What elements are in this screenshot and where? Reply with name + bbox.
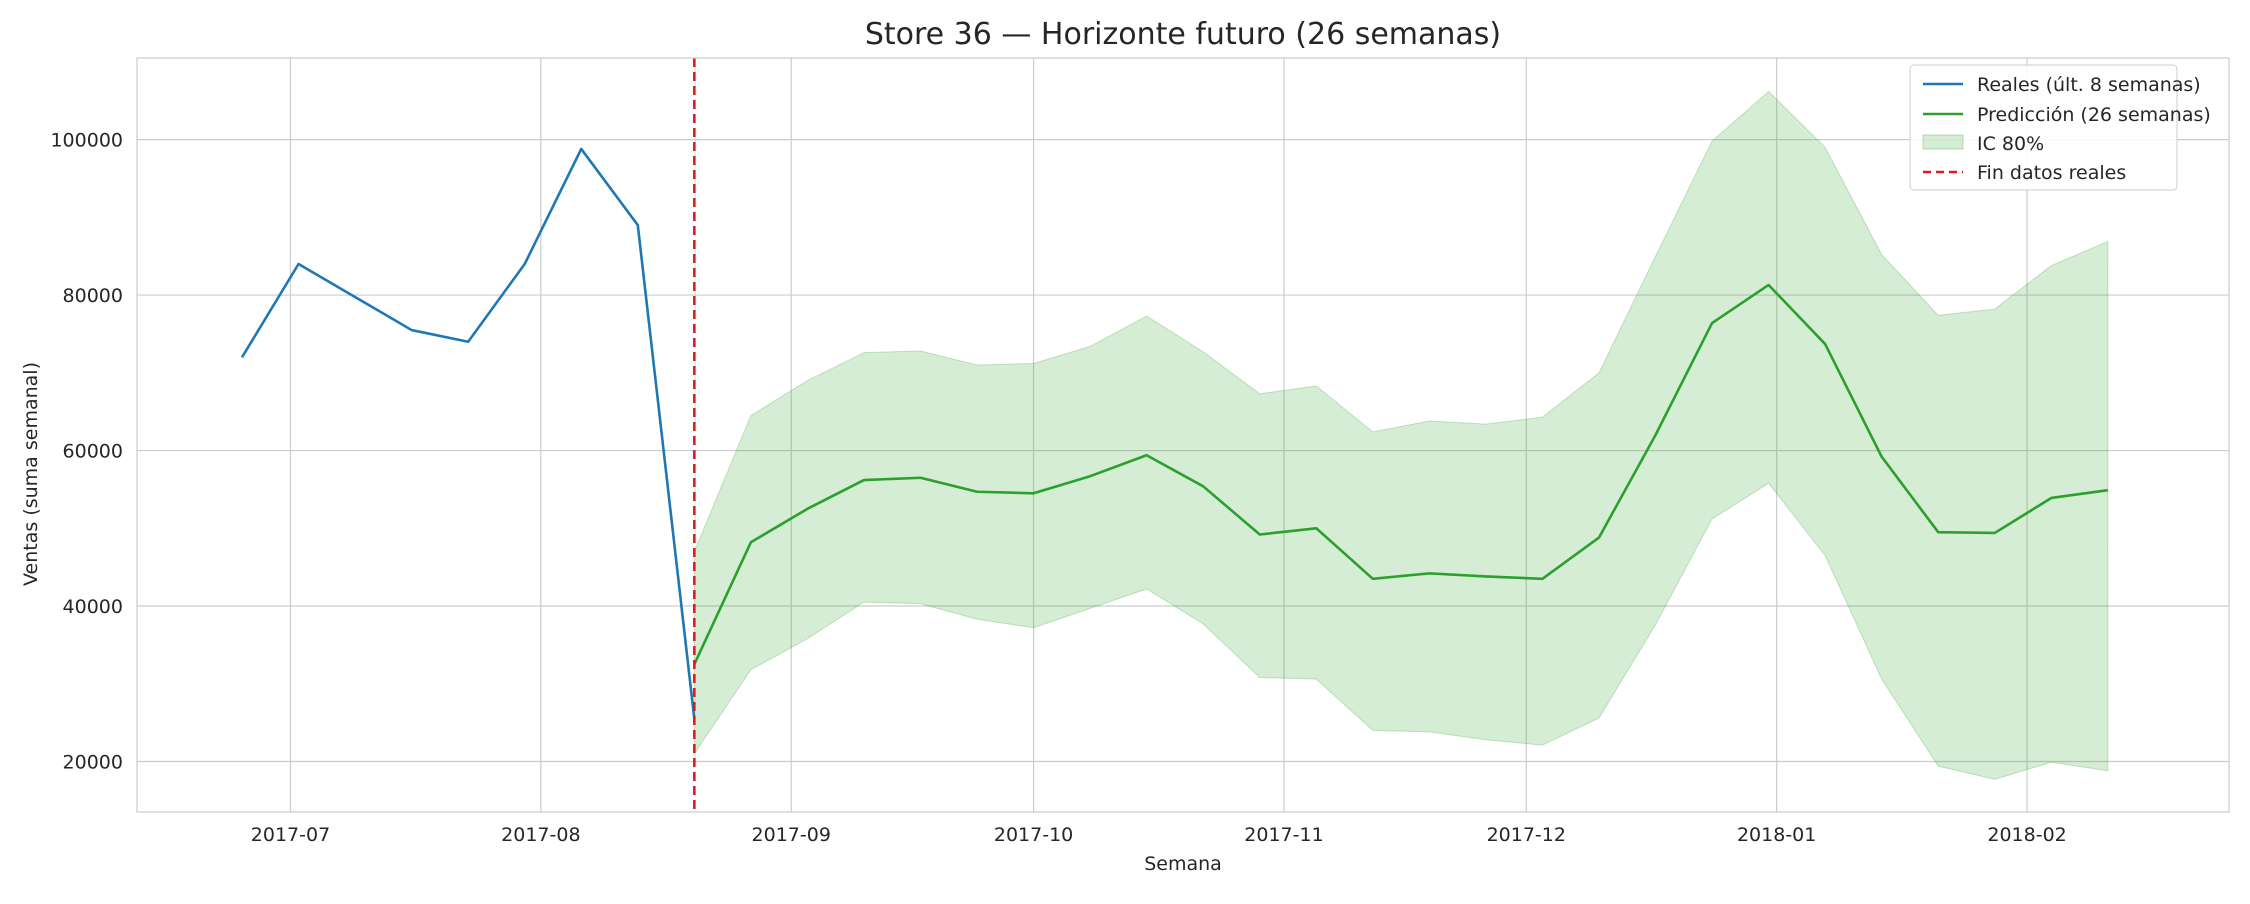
x-tick-label: 2017-10 xyxy=(994,824,1073,846)
x-tick-label: 2017-07 xyxy=(251,824,330,846)
plot-frame xyxy=(136,57,2230,813)
confidence-interval-band xyxy=(693,90,2109,780)
x-tick-label: 2017-11 xyxy=(1244,824,1323,846)
legend-label-actual: Reales (últ. 8 semanas) xyxy=(1977,74,2201,96)
legend-label-interval: IC 80% xyxy=(1977,133,2044,155)
y-tick-label: 60000 xyxy=(63,441,123,463)
legend-label-forecast: Predicción (26 semanas) xyxy=(1977,104,2211,126)
legend-swatch-interval xyxy=(1922,134,1964,150)
x-tick-label: 2017-09 xyxy=(752,824,831,846)
legend-label-vline: Fin datos reales xyxy=(1977,162,2126,184)
y-tick-label: 100000 xyxy=(50,130,123,152)
actual-series-line xyxy=(240,147,696,719)
x-tick-label: 2017-12 xyxy=(1487,824,1566,846)
tick-label-layer: 20000 40000 60000 80000 100000 2017-07 2017-08… xyxy=(50,130,2066,846)
confidence-band-layer xyxy=(693,90,2109,780)
y-tick-label: 40000 xyxy=(63,596,123,618)
legend: Reales (últ. 8 semanas) Predicción (26 s… xyxy=(1909,64,2211,191)
chart-title: Store 36 — Horizonte futuro (26 semanas) xyxy=(865,17,1501,52)
y-tick-label: 20000 xyxy=(63,751,123,773)
legend-frame xyxy=(1909,64,2178,191)
x-axis-label: Semana xyxy=(1144,853,1222,875)
y-axis-label: Ventas (suma semanal) xyxy=(20,362,42,586)
y-tick-label: 80000 xyxy=(63,285,123,307)
forecast-series-line xyxy=(693,283,2109,665)
x-tick-label: 2018-01 xyxy=(1737,824,1816,846)
grid-layer xyxy=(137,58,2229,812)
series-line-layer xyxy=(240,147,2109,719)
x-tick-label: 2017-08 xyxy=(501,824,580,846)
x-tick-label: 2018-02 xyxy=(1987,824,2066,846)
